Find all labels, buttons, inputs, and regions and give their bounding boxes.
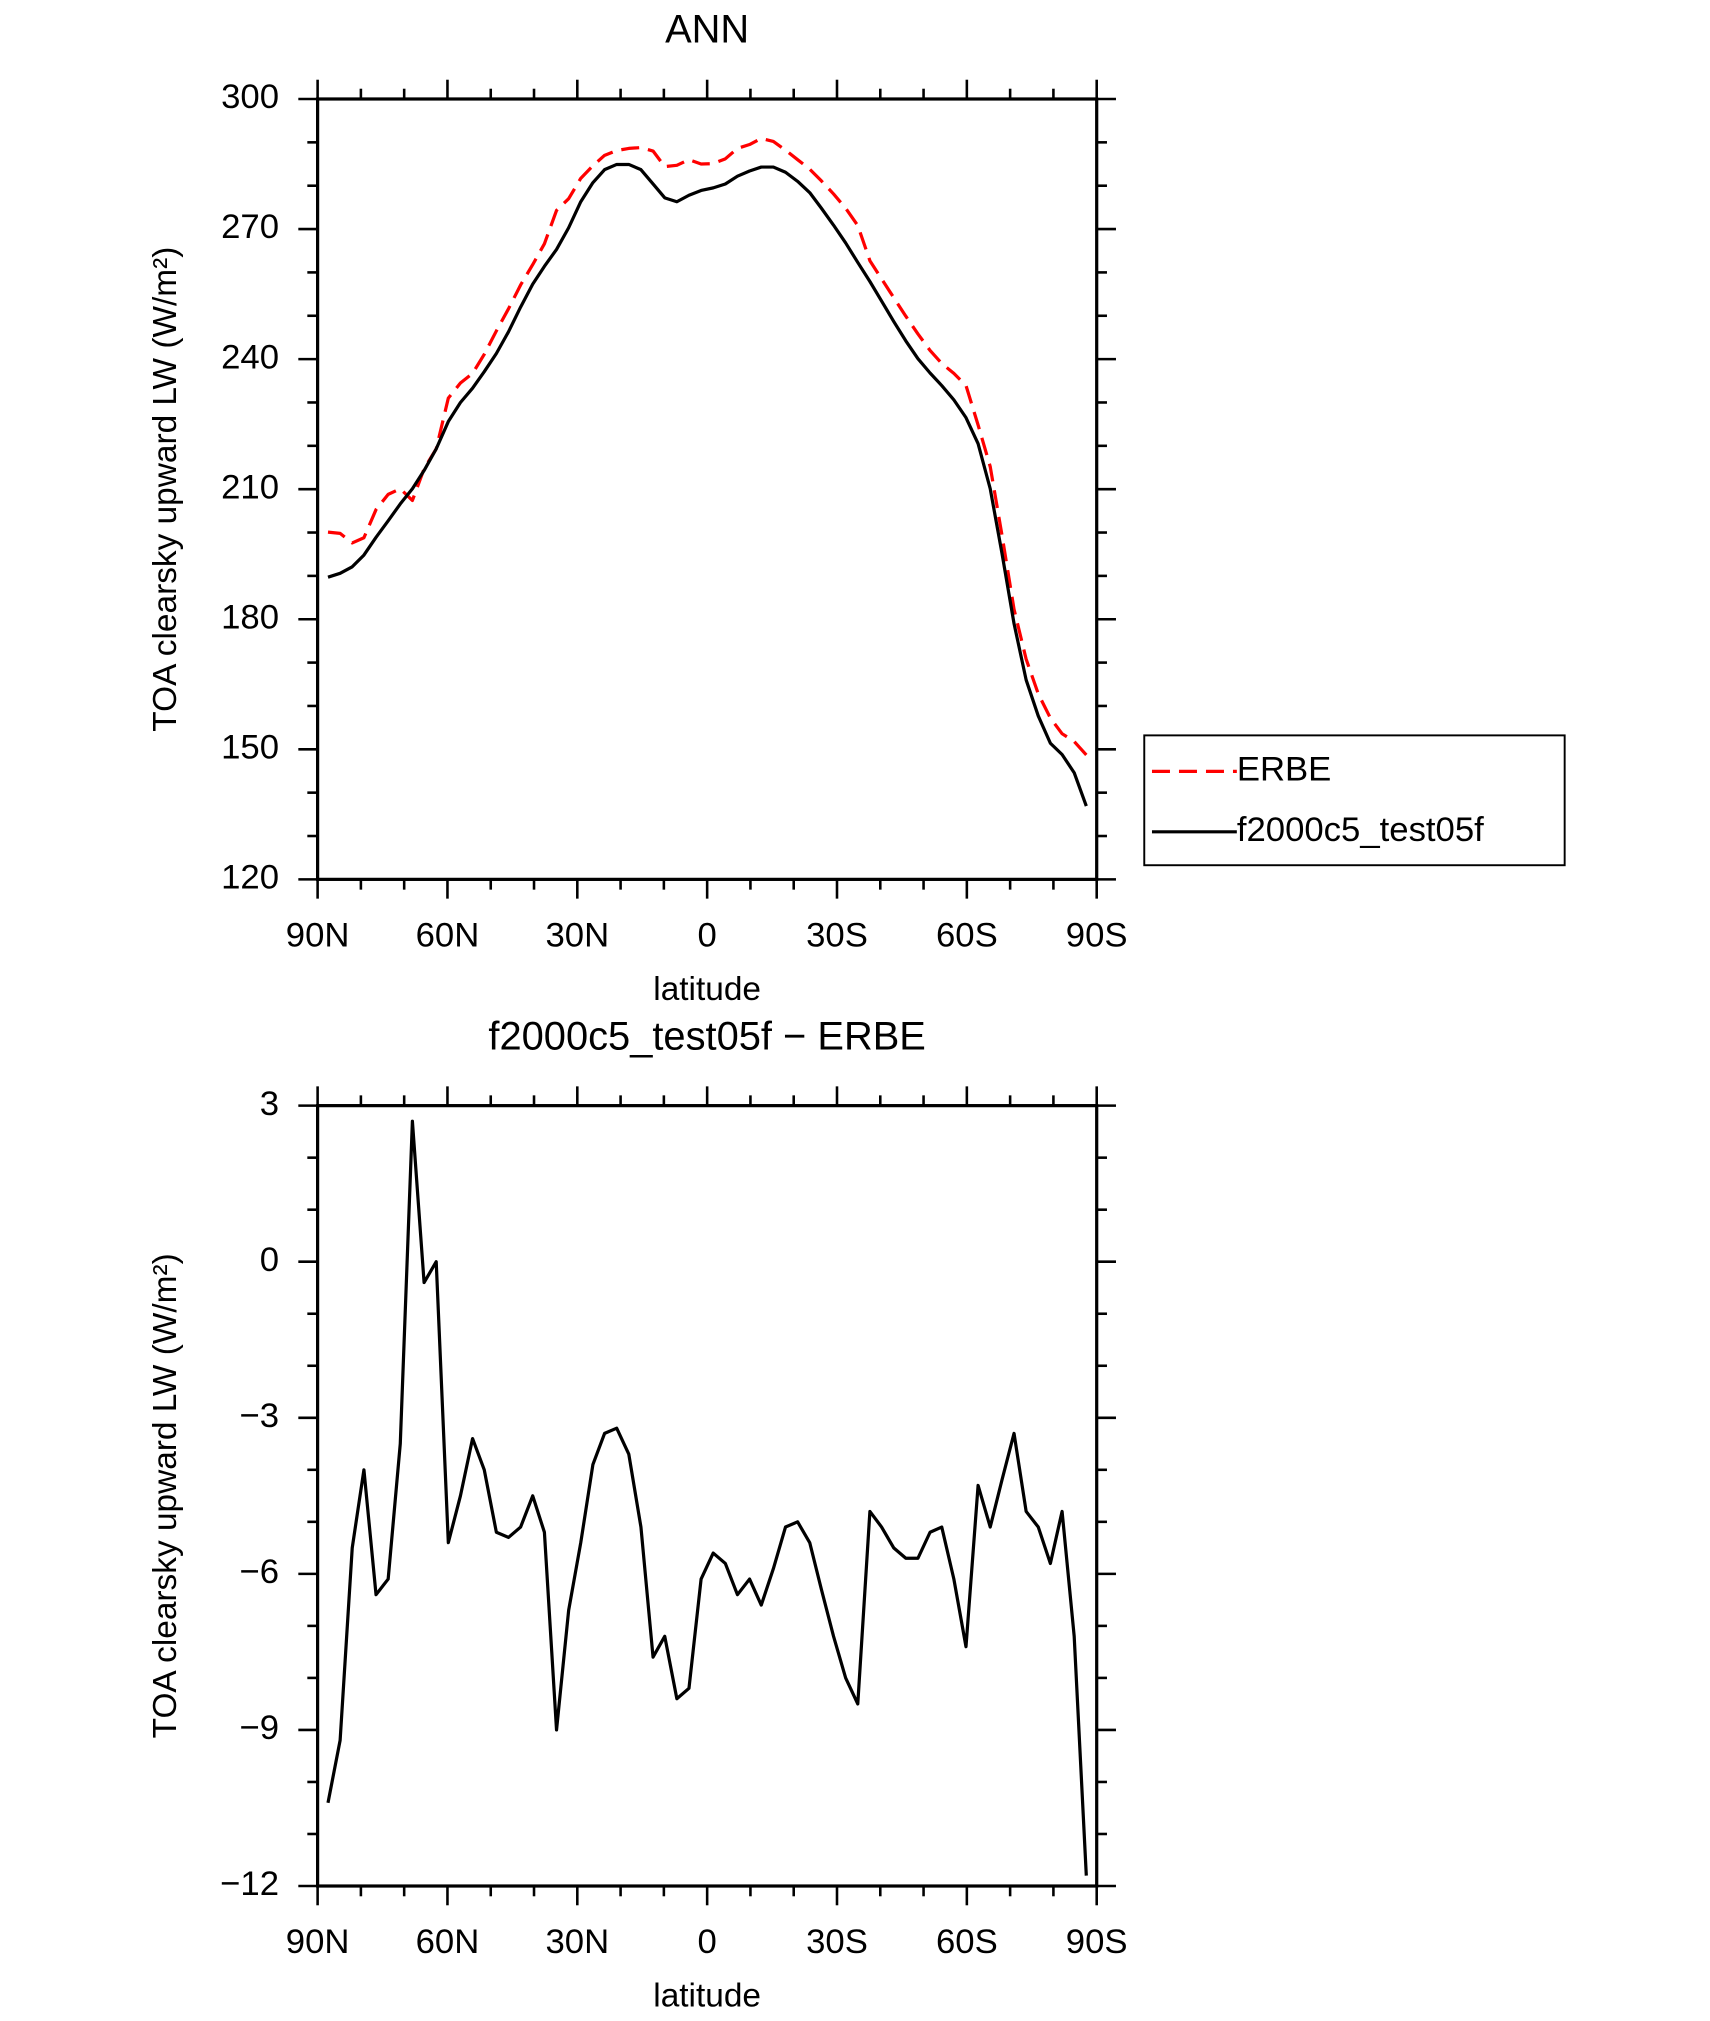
y-tick-label: −3 — [239, 1397, 279, 1435]
x-tick-label: 90S — [1066, 916, 1128, 954]
chart-title: ANN — [665, 8, 749, 52]
data-line — [327, 136, 1088, 757]
y-tick-label: 150 — [221, 728, 279, 766]
legend-box — [1143, 734, 1566, 867]
x-tick-label: 60N — [416, 916, 480, 954]
y-axis-label: TOA clearsky upward LW (W/m²) — [147, 247, 184, 732]
y-tick-label: 210 — [221, 468, 279, 506]
x-tick-label: 0 — [697, 1923, 716, 1961]
y-axis-label: TOA clearsky upward LW (W/m²) — [147, 1253, 184, 1738]
x-tick-label: 90N — [286, 916, 350, 954]
y-tick-label: 180 — [221, 598, 279, 636]
x-tick-label: 30S — [806, 916, 868, 954]
data-line — [327, 162, 1088, 807]
y-tick-label: −6 — [239, 1553, 279, 1591]
x-tick-label: 60N — [416, 1923, 480, 1961]
x-axis-label: latitude — [653, 971, 761, 1008]
x-tick-label: 30N — [545, 916, 609, 954]
y-tick-label: −9 — [239, 1709, 279, 1747]
x-tick-label: 60S — [936, 916, 998, 954]
y-tick-label: 0 — [260, 1241, 279, 1279]
x-tick-label: 90S — [1066, 1923, 1128, 1961]
y-tick-label: 300 — [221, 78, 279, 116]
y-tick-label: 120 — [221, 859, 279, 897]
legend-label: f2000c5_test05f — [1237, 811, 1484, 849]
x-tick-label: 0 — [697, 916, 716, 954]
legend-label: ERBE — [1237, 751, 1332, 789]
x-tick-label: 30S — [806, 1923, 868, 1961]
chart-title: f2000c5_test05f − ERBE — [488, 1014, 925, 1058]
x-tick-label: 30N — [545, 1923, 609, 1961]
x-tick-label: 90N — [286, 1923, 350, 1961]
y-tick-label: 3 — [260, 1085, 279, 1123]
y-tick-label: 240 — [221, 338, 279, 376]
y-tick-label: 270 — [221, 208, 279, 246]
y-tick-label: −12 — [220, 1865, 279, 1903]
data-line — [326, 1119, 1088, 1876]
x-axis-label: latitude — [653, 1978, 761, 2015]
x-tick-label: 60S — [936, 1923, 998, 1961]
plot-frame — [316, 97, 1099, 881]
